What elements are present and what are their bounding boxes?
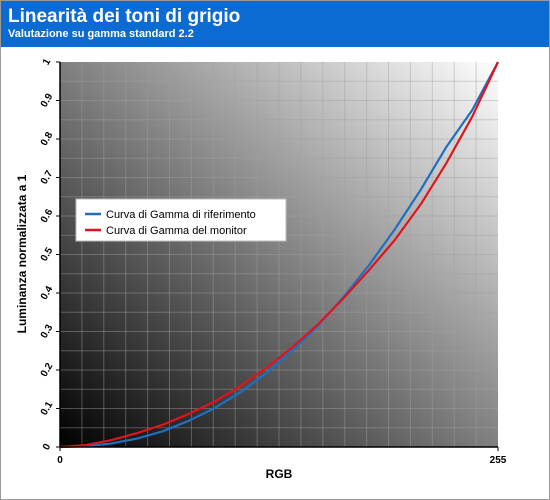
- y-tick-label: 0.3: [39, 322, 56, 340]
- legend-box: [75, 198, 287, 242]
- chart-subtitle: Valutazione su gamma standard 2.2: [8, 28, 194, 40]
- y-axis-label: Luminanza normalizzata a 1: [15, 174, 29, 333]
- y-tick-label: 0.9: [39, 91, 56, 109]
- y-tick-label: 0.4: [39, 284, 56, 302]
- y-tick-label: 0.5: [39, 245, 56, 263]
- header-bar: Linearità dei toni di grigio Valutazione…: [1, 1, 549, 47]
- chart-title: Linearità dei toni di grigio: [8, 6, 241, 27]
- legend-label-reference: Curva di Gamma di riferimento: [106, 209, 256, 221]
- grid-lines: [60, 62, 498, 447]
- y-tick-labels: 0 0.1 0.2 0.3 0.4 0.5 0.6 0.7 0.8 0.9 1: [39, 57, 60, 453]
- y-tick-label: 0.1: [39, 399, 56, 417]
- monitor-curve-line: [59, 61, 499, 449]
- reference-curve-line: [59, 61, 499, 449]
- x-axis-label: RGB: [266, 467, 293, 481]
- y-tick-label: 0.7: [39, 168, 56, 186]
- x-tick-label: 0: [57, 455, 63, 466]
- y-tick-label: 0.2: [39, 361, 56, 379]
- plot-background: [60, 62, 498, 447]
- legend: Curva di Gamma di riferimento Curva di G…: [75, 198, 287, 242]
- x-tick-label: 255: [490, 455, 507, 466]
- y-tick-label: 0.8: [39, 130, 56, 148]
- y-tick-label: 0.6: [39, 207, 56, 225]
- x-tick-labels: 0 255: [57, 447, 507, 466]
- y-tick-label: 0: [41, 442, 54, 453]
- series-layer: [59, 61, 499, 449]
- legend-label-monitor: Curva di Gamma del monitor: [106, 225, 247, 237]
- y-tick-label: 1: [41, 57, 54, 68]
